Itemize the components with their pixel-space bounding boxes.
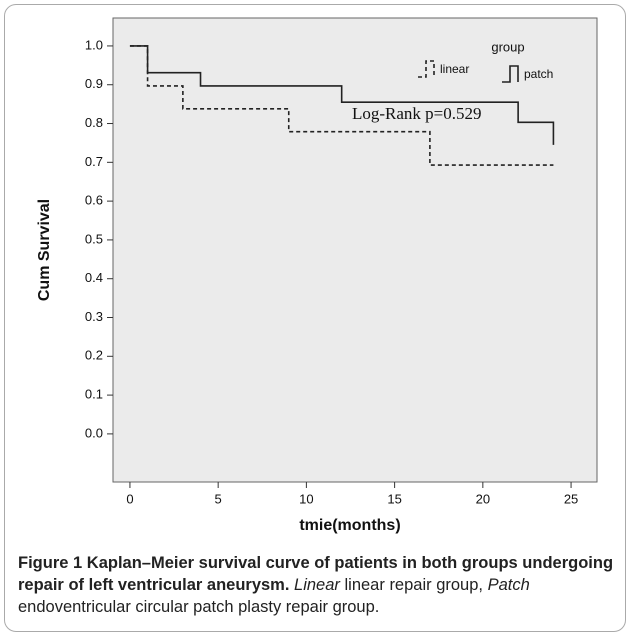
caption-term: Linear bbox=[294, 576, 340, 594]
caption-label: Figure 1 bbox=[18, 554, 83, 572]
y-tick-label: 0.9 bbox=[85, 76, 103, 91]
x-tick-label: 0 bbox=[126, 491, 133, 506]
plot-area bbox=[112, 17, 598, 483]
x-tick-label: 25 bbox=[564, 491, 578, 506]
caption-title: Kaplan–Meier survival curve of patients … bbox=[18, 554, 614, 594]
legend-title: group bbox=[491, 39, 524, 54]
figure-frame bbox=[4, 4, 626, 632]
y-axis-label: Cum Survival bbox=[36, 199, 53, 301]
legend-symbol bbox=[418, 60, 435, 78]
x-tick-label: 10 bbox=[299, 491, 313, 506]
x-axis-label: tmie(months) bbox=[299, 517, 400, 534]
y-tick-label: 0.4 bbox=[85, 270, 103, 285]
legend-label: linear bbox=[440, 62, 469, 76]
legend-symbol bbox=[502, 65, 519, 83]
y-tick-label: 0.5 bbox=[85, 231, 103, 246]
legend-label: patch bbox=[524, 67, 553, 81]
y-tick-label: 0.7 bbox=[85, 154, 103, 169]
y-tick-label: 0.6 bbox=[85, 193, 103, 208]
x-tick-label: 15 bbox=[387, 491, 401, 506]
x-tick-label: 20 bbox=[476, 491, 490, 506]
caption-definition: linear repair group, bbox=[344, 576, 484, 594]
caption-definition: endoventricular circular patch plasty re… bbox=[18, 598, 380, 616]
annotation: Log-Rank p=0.529 bbox=[352, 104, 482, 123]
y-tick-label: 0.3 bbox=[85, 309, 103, 324]
y-tick-label: 1.0 bbox=[85, 37, 103, 52]
caption-term: Patch bbox=[487, 576, 530, 594]
y-tick-label: 0.8 bbox=[85, 115, 103, 130]
chart: tmie(months) Cum Survival group Log-Rank… bbox=[36, 17, 598, 534]
survival-curve bbox=[129, 45, 555, 145]
x-tick-label: 5 bbox=[215, 491, 222, 506]
y-tick-label: 0.1 bbox=[85, 387, 103, 402]
y-tick-label: 0.2 bbox=[85, 348, 103, 363]
caption: Figure 1 Kaplan–Meier survival curve of … bbox=[18, 552, 618, 618]
y-tick-label: 0.0 bbox=[85, 425, 103, 440]
